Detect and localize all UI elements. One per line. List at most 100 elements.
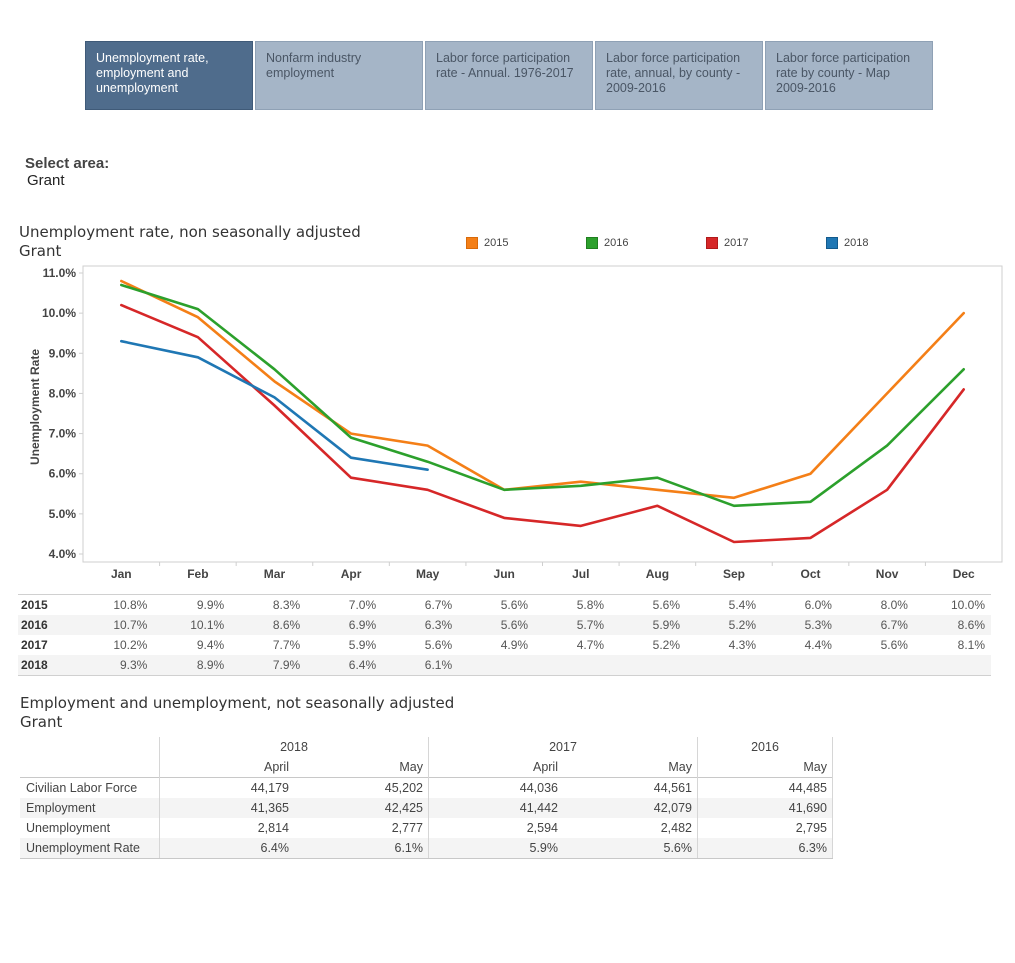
rate-cell: 9.3% xyxy=(76,655,154,676)
chart-title: Unemployment rate, non seasonally adjust… xyxy=(19,223,361,241)
employment-cell: 45,202 xyxy=(294,777,429,798)
employment-row-label: Unemployment Rate xyxy=(20,838,160,859)
rate-cell: 10.0% xyxy=(913,594,991,615)
employment-row-label: Civilian Labor Force xyxy=(20,777,160,798)
tab-participation-map[interactable]: Labor force participation rate by county… xyxy=(765,41,933,110)
rate-cell: 7.9% xyxy=(230,655,307,676)
employment-cell: 41,442 xyxy=(428,798,563,818)
rate-cell: 5.3% xyxy=(804,618,832,632)
rate-cell: 5.6% xyxy=(500,618,529,632)
plot-frame xyxy=(82,265,1003,563)
employment-row: Civilian Labor Force 44,179 45,202 44,036 44… xyxy=(20,777,833,798)
employment-cell: 2,482 xyxy=(660,821,692,835)
employment-cell: 2,795 xyxy=(697,818,833,838)
employment-cell: 42,425 xyxy=(294,798,429,818)
rate-cell xyxy=(610,655,687,676)
y-tick-label: 5.0% xyxy=(49,507,77,521)
rate-row-2015: 2015 10.8% 9.9% 8.3% 7.0% 6.7% 5.6% 5.8% 5.6% 5.4… xyxy=(18,594,991,615)
legend-label-2017: 2017 xyxy=(724,237,749,249)
chart-lines xyxy=(120,279,966,544)
tab-participation-annual[interactable]: Labor force participation rate - Annual.… xyxy=(425,41,593,110)
rate-row-year: 2015 xyxy=(18,594,77,615)
rate-cell: 8.9% xyxy=(153,655,231,676)
x-tick-label-jul: Jul xyxy=(572,567,589,581)
rate-row-2016: 2016 10.7% 10.1% 8.6% 6.9% 6.3% 5.6% 5.7% 5.9% 5.… xyxy=(18,615,991,635)
rate-cell: 10.2% xyxy=(113,638,148,652)
employment-table: 2018 2017 2016 April May April May May C… xyxy=(20,737,833,859)
rate-cell: 6.9% xyxy=(348,618,377,632)
month-header: May xyxy=(668,760,692,774)
y-tick-label: 8.0% xyxy=(49,386,77,400)
rate-cell xyxy=(837,655,914,676)
rate-cell: 5.9% xyxy=(348,638,377,652)
legend-swatch-2015 xyxy=(466,237,478,249)
legend-item-2016[interactable]: 2016 xyxy=(586,237,628,249)
x-axis-labels: Jan Feb Mar Apr May Jun Jul Aug Sep Oct Nov Dec xyxy=(111,567,975,581)
series-line-2017 xyxy=(120,303,966,544)
rate-cell: 4.4% xyxy=(804,638,832,652)
rate-cell: 6.7% xyxy=(382,594,459,615)
rate-cell xyxy=(762,655,838,676)
legend-label-2018: 2018 xyxy=(844,237,869,249)
employment-cell: 41,365 xyxy=(159,798,294,818)
rate-cell: 7.0% xyxy=(306,594,383,615)
tab-participation-by-county[interactable]: Labor force participation rate, annual, … xyxy=(595,41,763,110)
employment-cell: 42,079 xyxy=(563,798,698,818)
rate-row-year: 2018 xyxy=(18,655,77,676)
y-axis-labels: 11.0% 10.0% 9.0% 8.0% 7.0% 6.0% 5.0% 4.0% xyxy=(42,266,76,561)
y-tick-label: 10.0% xyxy=(42,306,76,320)
dashboard-tabs: Unemployment rate, employment and unempl… xyxy=(85,41,933,110)
x-tick-label-may: May xyxy=(416,567,440,581)
rate-cell: 10.1% xyxy=(190,618,225,632)
employment-title: Employment and unemployment, not seasona… xyxy=(20,694,455,712)
rate-cell: 9.9% xyxy=(153,594,231,615)
x-tick-label-mar: Mar xyxy=(264,567,286,581)
rate-cell: 4.3% xyxy=(728,638,756,652)
rate-cell: 5.6% xyxy=(458,594,535,615)
rate-cell: 6.4% xyxy=(306,655,383,676)
rate-cell: 5.6% xyxy=(424,638,453,652)
employment-row: Unemployment Rate 6.4% 6.1% 5.9% 5.6% 6.3% xyxy=(20,838,833,859)
rate-cell: 5.6% xyxy=(610,594,687,615)
month-header: May xyxy=(399,760,423,774)
area-selector-value[interactable]: Grant xyxy=(27,172,65,189)
rate-cell: 8.3% xyxy=(230,594,307,615)
employment-cell: 6.3% xyxy=(697,838,833,859)
legend-item-2015[interactable]: 2015 xyxy=(466,237,508,249)
x-tick-label-feb: Feb xyxy=(187,567,208,581)
rate-cell: 6.7% xyxy=(880,618,908,632)
rate-cell: 5.8% xyxy=(534,594,611,615)
year-header-2018: 2018 xyxy=(159,737,429,757)
employment-row: Employment 41,365 42,425 41,442 42,079 41,690 xyxy=(20,798,833,818)
area-selector-label: Select area: xyxy=(25,155,110,172)
rate-row-2018: 2018 9.3% 8.9% 7.9% 6.4% 6.1% xyxy=(18,655,991,676)
rate-table: 2015 10.8% 9.9% 8.3% 7.0% 6.7% 5.6% 5.8% 5.6% 5.4… xyxy=(18,594,991,676)
month-header: April xyxy=(159,757,294,778)
legend-item-2017[interactable]: 2017 xyxy=(706,237,748,249)
tab-unemployment-rate[interactable]: Unemployment rate, employment and unempl… xyxy=(85,41,253,110)
employment-cell: 2,814 xyxy=(159,818,294,838)
x-tick-label-sep: Sep xyxy=(723,567,745,581)
employment-cell: 6.4% xyxy=(159,838,294,859)
employment-cell: 2,594 xyxy=(428,818,563,838)
rate-cell: 5.9% xyxy=(652,618,681,632)
employment-subtitle: Grant xyxy=(20,713,63,731)
tab-nonfarm-employment[interactable]: Nonfarm industry employment xyxy=(255,41,423,110)
x-tick-label-aug: Aug xyxy=(646,567,669,581)
rate-cell: 8.6% xyxy=(957,618,985,632)
employment-row: Unemployment 2,814 2,777 2,594 2,482 2,795 xyxy=(20,818,833,838)
x-tick-label-oct: Oct xyxy=(801,567,821,581)
legend-swatch-2016 xyxy=(586,237,598,249)
rate-row-year: 2017 xyxy=(21,638,48,652)
y-tick-label: 11.0% xyxy=(43,266,77,280)
rate-cell: 10.8% xyxy=(76,594,154,615)
series-line-2015 xyxy=(120,279,966,500)
legend-item-2018[interactable]: 2018 xyxy=(826,237,868,249)
rate-cell: 6.3% xyxy=(424,618,453,632)
employment-cell: 44,179 xyxy=(159,777,294,798)
x-tick-label-jun: Jun xyxy=(494,567,515,581)
y-tick-label: 6.0% xyxy=(49,467,77,481)
rate-cell: 4.7% xyxy=(576,638,605,652)
month-header: May xyxy=(697,757,833,778)
y-tick-label: 9.0% xyxy=(49,346,77,360)
